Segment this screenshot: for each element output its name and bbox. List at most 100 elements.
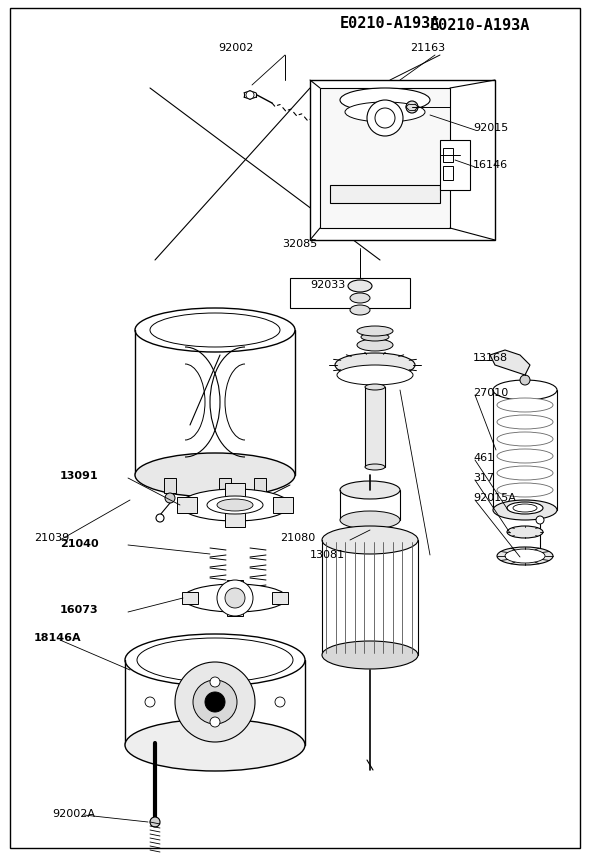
Text: 92002A: 92002A	[52, 809, 95, 819]
Ellipse shape	[183, 584, 287, 612]
Ellipse shape	[348, 280, 372, 292]
Ellipse shape	[335, 353, 415, 377]
Bar	[330, 185, 440, 203]
Ellipse shape	[180, 489, 290, 521]
Circle shape	[367, 100, 403, 136]
Ellipse shape	[340, 481, 400, 499]
Ellipse shape	[322, 526, 418, 554]
Circle shape	[536, 549, 544, 557]
Circle shape	[145, 697, 155, 707]
Ellipse shape	[350, 293, 370, 303]
Ellipse shape	[207, 496, 263, 514]
Text: 92015: 92015	[473, 123, 508, 133]
Bar	[443, 166, 453, 180]
Circle shape	[165, 493, 175, 503]
Text: 317: 317	[473, 473, 494, 483]
Bar	[443, 148, 453, 162]
Ellipse shape	[497, 483, 553, 497]
Bar	[272, 592, 288, 604]
Text: 13091: 13091	[60, 471, 99, 481]
Bar	[273, 497, 293, 513]
Ellipse shape	[493, 380, 557, 400]
Circle shape	[375, 108, 395, 128]
Ellipse shape	[365, 464, 385, 470]
Circle shape	[193, 680, 237, 724]
Circle shape	[246, 91, 254, 99]
Ellipse shape	[345, 102, 425, 122]
Ellipse shape	[507, 526, 543, 538]
Circle shape	[220, 493, 230, 503]
Bar	[440, 140, 470, 190]
Text: 21163: 21163	[410, 43, 445, 53]
Ellipse shape	[497, 466, 553, 480]
Circle shape	[210, 717, 220, 727]
Ellipse shape	[337, 365, 413, 385]
Ellipse shape	[497, 449, 553, 463]
Ellipse shape	[365, 384, 385, 390]
Bar	[182, 592, 198, 604]
Text: 92033: 92033	[310, 280, 345, 290]
Bar	[177, 497, 197, 513]
Circle shape	[217, 580, 253, 616]
Bar	[219, 478, 231, 493]
Text: 92002: 92002	[218, 43, 253, 53]
Text: 16073: 16073	[60, 605, 99, 615]
Ellipse shape	[150, 313, 280, 347]
Circle shape	[275, 697, 285, 707]
Circle shape	[225, 588, 245, 608]
Ellipse shape	[497, 415, 553, 429]
Text: 21039: 21039	[34, 533, 69, 543]
Polygon shape	[490, 350, 530, 375]
Text: 27010: 27010	[473, 388, 508, 398]
Bar	[225, 511, 245, 527]
Bar	[164, 478, 176, 493]
Ellipse shape	[340, 511, 400, 529]
Bar	[225, 483, 245, 499]
Bar	[290, 278, 410, 308]
Bar	[365, 387, 385, 467]
Circle shape	[156, 514, 164, 522]
Text: 461: 461	[473, 453, 494, 463]
Bar	[310, 80, 495, 240]
Ellipse shape	[497, 432, 553, 446]
Text: E0210-A193A: E0210-A193A	[340, 16, 440, 31]
Text: 13168: 13168	[473, 353, 508, 363]
Text: 32085: 32085	[282, 239, 317, 249]
Ellipse shape	[340, 88, 430, 112]
Ellipse shape	[217, 499, 253, 511]
Text: 13081: 13081	[310, 550, 345, 560]
Ellipse shape	[135, 453, 295, 497]
Text: 92015A: 92015A	[473, 493, 516, 503]
Ellipse shape	[507, 502, 543, 514]
Circle shape	[150, 817, 160, 827]
Ellipse shape	[135, 308, 295, 352]
Ellipse shape	[361, 333, 389, 341]
Text: 16146: 16146	[473, 160, 508, 170]
Ellipse shape	[125, 634, 305, 686]
Bar	[227, 580, 243, 592]
Circle shape	[262, 495, 278, 511]
Bar	[254, 478, 266, 493]
Circle shape	[536, 516, 544, 524]
Ellipse shape	[513, 504, 537, 512]
Ellipse shape	[493, 500, 557, 520]
Ellipse shape	[357, 326, 393, 336]
Ellipse shape	[497, 398, 553, 412]
Circle shape	[520, 375, 530, 385]
Circle shape	[255, 493, 265, 503]
Ellipse shape	[497, 547, 553, 565]
Text: 21040: 21040	[60, 539, 99, 549]
Circle shape	[406, 101, 418, 113]
Text: 18146A: 18146A	[34, 633, 81, 643]
Bar	[227, 604, 243, 616]
Ellipse shape	[505, 549, 545, 563]
Circle shape	[175, 662, 255, 742]
Text: 21080: 21080	[280, 533, 315, 543]
Text: E0210-A193A: E0210-A193A	[430, 18, 530, 33]
Bar	[320, 88, 450, 228]
Ellipse shape	[357, 339, 393, 351]
Circle shape	[205, 692, 225, 712]
Circle shape	[210, 677, 220, 687]
Circle shape	[507, 356, 519, 368]
Ellipse shape	[322, 641, 418, 669]
